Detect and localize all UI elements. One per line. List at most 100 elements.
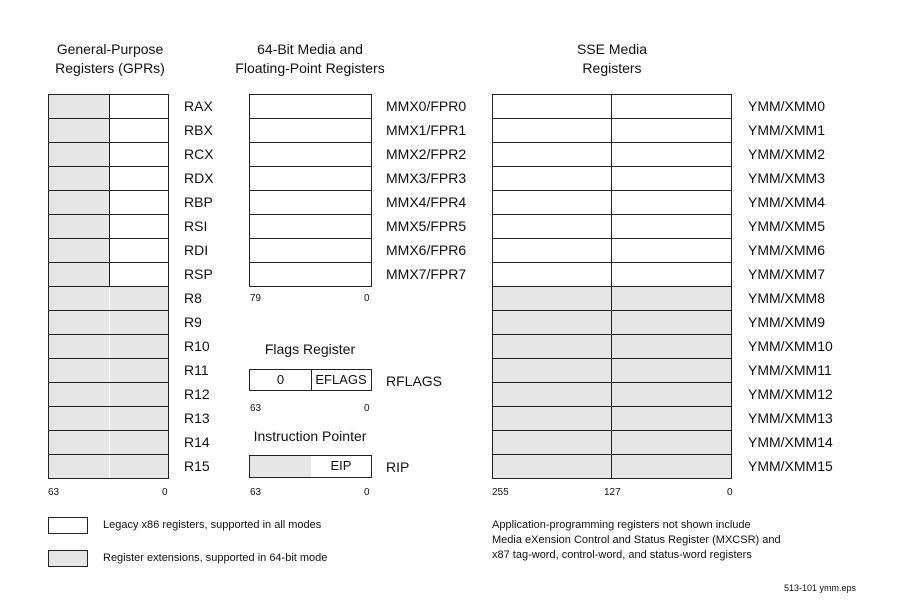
- flags-bit-high: 63: [250, 403, 262, 414]
- instruction-pointer-title: Instruction Pointer: [253, 428, 367, 444]
- mmx-register-label: MMX0/FPR0: [386, 98, 467, 114]
- sse-register-label: YMM/XMM6: [748, 242, 825, 258]
- sse-register-upper-cell: [493, 407, 612, 430]
- gpr-register-7: [48, 262, 169, 287]
- gpr-register-upper-cell: [49, 359, 109, 382]
- gpr-register-label: R12: [184, 386, 210, 402]
- gpr-register-label: R10: [184, 338, 210, 354]
- sse-register-label: YMM/XMM4: [748, 194, 825, 210]
- gpr-register-upper-cell: [49, 95, 110, 118]
- legend-legacy-swatch: [48, 517, 88, 534]
- gpr-register-15: [48, 454, 169, 479]
- sse-register-7: [492, 262, 732, 287]
- rflags-upper-zero: 0: [250, 370, 312, 390]
- sse-register-lower-cell: [612, 407, 731, 430]
- mmx-register-label: MMX1/FPR1: [386, 122, 467, 138]
- sse-title-line2: Registers: [582, 60, 642, 76]
- gpr-register-upper-cell: [49, 407, 109, 430]
- gpr-register-upper-cell: [49, 191, 110, 214]
- gpr-register-upper-cell: [49, 287, 109, 310]
- sse-register-1: [492, 118, 732, 143]
- sse-register-lower-cell: [612, 455, 731, 478]
- figure-id: 513-101 ymm.eps: [784, 583, 857, 593]
- sse-register-lower-cell: [612, 95, 731, 118]
- rflags-label: RFLAGS: [386, 373, 443, 389]
- gpr-register-lower-cell: [110, 143, 168, 166]
- gpr-register-8: [48, 286, 169, 311]
- sse-register-lower-cell: [612, 383, 731, 406]
- gpr-register-lower-cell: [110, 215, 168, 238]
- gpr-register-14: [48, 430, 169, 455]
- mmx-register-0: [249, 94, 372, 119]
- gpr-register-upper-cell: [49, 143, 110, 166]
- sse-title: SSE Media Registers: [552, 40, 672, 78]
- gpr-register-6: [48, 238, 169, 263]
- sse-register-label: YMM/XMM2: [748, 146, 825, 162]
- gpr-register-label: RBP: [184, 194, 213, 210]
- mmx-register-label: MMX4/FPR4: [386, 194, 467, 210]
- ip-bit-high: 63: [250, 487, 262, 498]
- sse-register-upper-cell: [493, 215, 612, 238]
- mmx-register-3: [249, 166, 372, 191]
- sse-register-15: [492, 454, 732, 479]
- sse-register-3: [492, 166, 732, 191]
- note-line2: Media eXension Control and Status Regist…: [492, 534, 781, 546]
- gpr-register-label: RAX: [184, 98, 213, 114]
- mmx-register-5: [249, 214, 372, 239]
- legend-extension-label: Register extensions, supported in 64-bit…: [103, 552, 328, 564]
- sse-register-2: [492, 142, 732, 167]
- gpr-register-label: R15: [184, 458, 210, 474]
- gpr-register-5: [48, 214, 169, 239]
- gpr-bit-low: 0: [162, 487, 168, 498]
- gpr-register-lower-cell: [110, 239, 168, 262]
- flags-register-title: Flags Register: [264, 341, 356, 357]
- mmx-register-6: [249, 238, 372, 263]
- sse-register-label: YMM/XMM3: [748, 170, 825, 186]
- mmx-register-7: [249, 262, 372, 287]
- gpr-register-label: RCX: [184, 146, 214, 162]
- gpr-register-upper-cell: [49, 239, 110, 262]
- gpr-register-label: RSI: [184, 218, 208, 234]
- legend-legacy-label: Legacy x86 registers, supported in all m…: [103, 519, 322, 531]
- gpr-register-lower-cell: [110, 95, 168, 118]
- sse-register-11: [492, 358, 732, 383]
- sse-register-lower-cell: [612, 143, 731, 166]
- gpr-register-lower-cell: [110, 335, 168, 358]
- gpr-register-label: R8: [184, 290, 202, 306]
- sse-register-label: YMM/XMM0: [748, 98, 825, 114]
- sse-register-label: YMM/XMM15: [748, 458, 833, 474]
- sse-bit-mid: 127: [604, 487, 621, 498]
- mmx-title: 64-Bit Media and Floating-Point Register…: [210, 40, 410, 78]
- gpr-register-label: R9: [184, 314, 202, 330]
- sse-register-label: YMM/XMM9: [748, 314, 825, 330]
- rip-upper-extension: [250, 456, 312, 477]
- gpr-register-label: R14: [184, 434, 210, 450]
- sse-register-lower-cell: [612, 311, 731, 334]
- mmx-register-label: MMX3/FPR3: [386, 170, 467, 186]
- sse-register-upper-cell: [493, 263, 612, 286]
- sse-register-upper-cell: [493, 431, 612, 454]
- rip-register: EIP: [249, 455, 372, 478]
- sse-register-lower-cell: [612, 359, 731, 382]
- gpr-register-lower-cell: [110, 383, 168, 406]
- mmx-register-label: MMX2/FPR2: [386, 146, 467, 162]
- note-line1: Application-programming registers not sh…: [492, 519, 751, 531]
- gpr-register-lower-cell: [110, 407, 168, 430]
- gpr-register-label: R11: [184, 362, 209, 378]
- mmx-register-label: MMX5/FPR5: [386, 218, 467, 234]
- sse-register-upper-cell: [493, 335, 612, 358]
- sse-register-0: [492, 94, 732, 119]
- sse-register-9: [492, 310, 732, 335]
- sse-register-label: YMM/XMM1: [748, 122, 825, 138]
- legend-extension-swatch: [48, 550, 88, 567]
- sse-register-lower-cell: [612, 287, 731, 310]
- sse-register-label: YMM/XMM7: [748, 266, 825, 282]
- gpr-register-upper-cell: [49, 167, 110, 190]
- gpr-register-upper-cell: [49, 455, 109, 478]
- gpr-register-lower-cell: [110, 191, 168, 214]
- gpr-register-2: [48, 142, 169, 167]
- mmx-bit-low: 0: [364, 293, 370, 304]
- gpr-register-upper-cell: [49, 215, 110, 238]
- gpr-register-13: [48, 406, 169, 431]
- gpr-register-0: [48, 94, 169, 119]
